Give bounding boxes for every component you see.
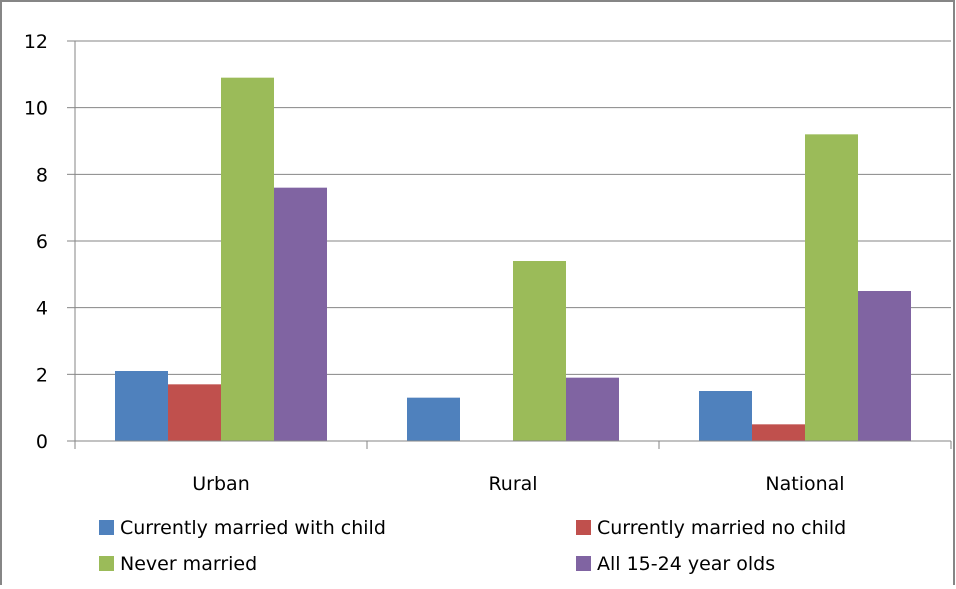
y-tick-label: 6 bbox=[36, 231, 48, 253]
bar bbox=[221, 77, 274, 442]
legend-item: Currently married with child bbox=[99, 517, 386, 539]
legend-label: Never married bbox=[120, 553, 257, 575]
legend-swatch bbox=[576, 520, 591, 535]
legend-swatch bbox=[99, 520, 114, 535]
legend-item: Never married bbox=[99, 553, 257, 575]
x-tick-labels: Urban Rural National bbox=[192, 473, 844, 495]
bar bbox=[699, 391, 752, 441]
y-tick-label: 10 bbox=[24, 98, 48, 120]
bar bbox=[168, 384, 221, 441]
x-tick-label: Rural bbox=[488, 473, 537, 495]
bars bbox=[115, 77, 911, 442]
y-tick-label: 2 bbox=[36, 364, 48, 386]
legend-label: Currently married no child bbox=[597, 517, 846, 539]
bar bbox=[566, 377, 619, 441]
bar bbox=[513, 261, 566, 441]
bar bbox=[752, 424, 805, 441]
bar bbox=[858, 291, 911, 441]
bar bbox=[805, 134, 858, 442]
legend-item: Currently married no child bbox=[576, 517, 846, 539]
legend-swatch bbox=[99, 556, 114, 571]
y-tick-label: 8 bbox=[36, 164, 48, 186]
legend-label: Currently married with child bbox=[120, 517, 386, 539]
bar bbox=[407, 397, 460, 441]
legend-swatch bbox=[576, 556, 591, 571]
bar bbox=[115, 371, 168, 441]
axes bbox=[74, 41, 952, 449]
bar bbox=[274, 187, 327, 441]
legend-item: All 15-24 year olds bbox=[576, 553, 775, 575]
y-tick-labels: 0 2 4 6 8 10 12 bbox=[24, 31, 48, 453]
legend: Currently married with child Currently ma… bbox=[99, 517, 846, 575]
legend-label: All 15-24 year olds bbox=[597, 553, 775, 575]
x-tick-label: Urban bbox=[192, 473, 249, 495]
y-tick-label: 12 bbox=[24, 31, 48, 53]
x-tick-label: National bbox=[765, 473, 844, 495]
y-tick-label: 0 bbox=[36, 431, 48, 453]
y-tick-label: 4 bbox=[36, 298, 48, 320]
